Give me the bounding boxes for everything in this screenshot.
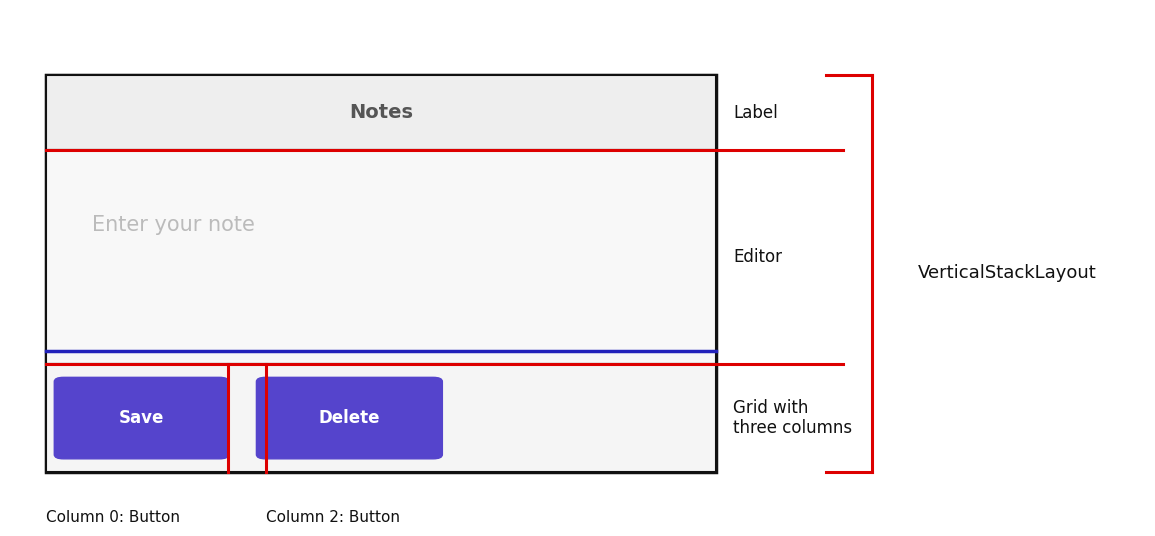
FancyBboxPatch shape: [46, 364, 716, 472]
Text: Label: Label: [733, 103, 778, 122]
Text: Delete: Delete: [319, 409, 380, 427]
FancyBboxPatch shape: [46, 75, 716, 150]
Text: Grid with
three columns: Grid with three columns: [733, 399, 852, 437]
FancyBboxPatch shape: [46, 75, 716, 472]
FancyBboxPatch shape: [46, 150, 716, 364]
Text: Column 2: Button: Column 2: Button: [266, 510, 400, 525]
Text: Column 0: Button: Column 0: Button: [46, 510, 180, 525]
Text: VerticalStackLayout: VerticalStackLayout: [918, 264, 1097, 282]
Text: Notes: Notes: [349, 103, 413, 122]
FancyBboxPatch shape: [54, 377, 229, 459]
Text: Enter your note: Enter your note: [92, 215, 255, 235]
Text: Save: Save: [119, 409, 164, 427]
Text: Editor: Editor: [733, 248, 782, 266]
FancyBboxPatch shape: [256, 377, 442, 459]
